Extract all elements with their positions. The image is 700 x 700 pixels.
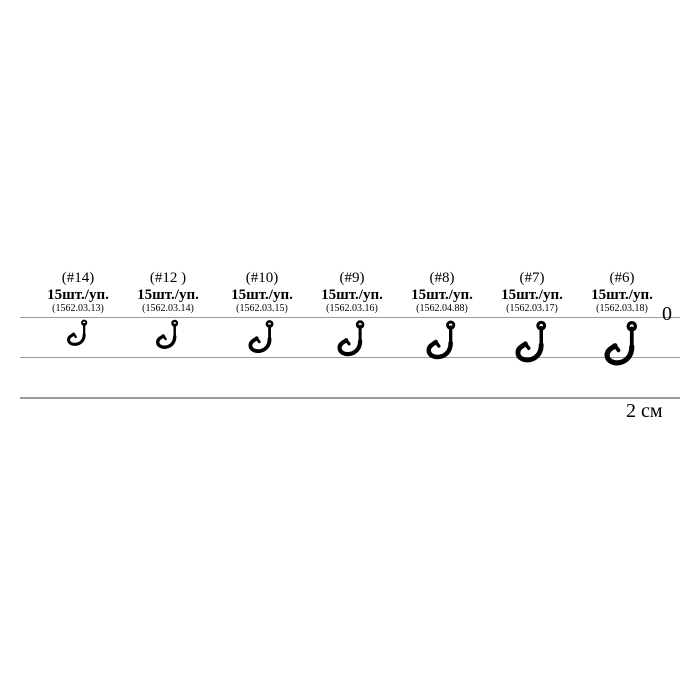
hook-qty-label: 15шт./уп.	[576, 287, 668, 304]
scale-line-2	[20, 397, 680, 399]
scale-label-1: 2 см	[626, 400, 663, 423]
hook-column: (#7)15шт./уп.(1562.03.17)	[486, 270, 578, 314]
hook-column: (#12 )15шт./уп.(1562.03.14)	[122, 270, 214, 314]
hook-qty-label: 15шт./уп.	[122, 287, 214, 304]
hook-column: (#10)15шт./уп.(1562.03.15)	[216, 270, 308, 314]
hook-icon	[511, 317, 554, 376]
hook-size-label: (#9)	[306, 270, 398, 287]
hook-column: (#6)15шт./уп.(1562.03.18)	[576, 270, 668, 314]
hook-icon	[599, 317, 644, 379]
hook-size-label: (#8)	[396, 270, 488, 287]
hook-code-label: (1562.03.16)	[306, 303, 398, 314]
hook-code-label: (1562.03.17)	[486, 303, 578, 314]
hook-code-label: (1562.03.13)	[32, 303, 124, 314]
hook-qty-label: 15шт./уп.	[396, 287, 488, 304]
hook-qty-label: 15шт./уп.	[306, 287, 398, 304]
hook-size-label: (#6)	[576, 270, 668, 287]
hook-icon	[153, 317, 184, 360]
hook-qty-label: 15шт./уп.	[486, 287, 578, 304]
hook-qty-label: 15шт./уп.	[216, 287, 308, 304]
hook-icon	[333, 317, 370, 368]
hook-icon	[64, 317, 92, 356]
hook-qty-label: 15шт./уп.	[32, 287, 124, 304]
hook-icon	[422, 317, 462, 372]
hook-column: (#9)15шт./уп.(1562.03.16)	[306, 270, 398, 314]
hook-size-label: (#12 )	[122, 270, 214, 287]
hook-code-label: (1562.03.14)	[122, 303, 214, 314]
hook-column: (#8)15шт./уп.(1562.04.88)	[396, 270, 488, 314]
hook-code-label: (1562.03.18)	[576, 303, 668, 314]
hook-column: (#14)15шт./уп.(1562.03.13)	[32, 270, 124, 314]
hook-size-label: (#14)	[32, 270, 124, 287]
hook-code-label: (1562.04.88)	[396, 303, 488, 314]
hook-code-label: (1562.03.15)	[216, 303, 308, 314]
hook-size-label: (#10)	[216, 270, 308, 287]
hook-icon	[245, 317, 280, 365]
hook-size-label: (#7)	[486, 270, 578, 287]
